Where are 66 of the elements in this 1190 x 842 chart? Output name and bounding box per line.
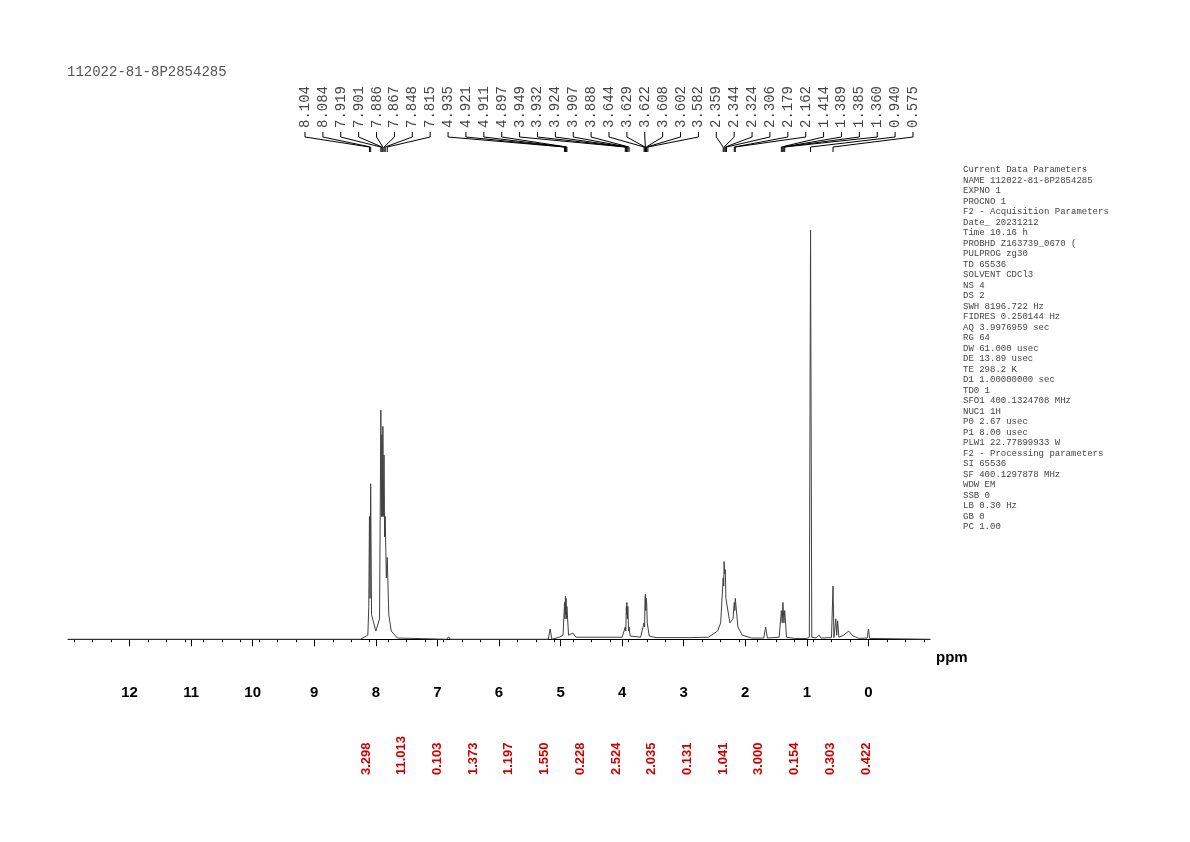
annotation: 0.940 (887, 85, 904, 128)
text: 3.298 (357, 742, 373, 775)
annotation: 7.848 (404, 85, 421, 128)
annotation: 7.867 (386, 85, 403, 128)
annotation: 4.897 (493, 85, 510, 128)
annotation: 4.911 (475, 85, 492, 128)
annotation: 4.935 (440, 85, 457, 128)
text: 0.228 (571, 742, 587, 775)
x-tick-label: 5 (556, 683, 565, 700)
text: 2.035 (643, 742, 659, 775)
annotation: 3.582 (690, 85, 707, 128)
chart-title: 112022-81-8P2854285 (67, 64, 227, 80)
annotation: 7.901 (350, 85, 367, 128)
annotation: 8.104 (297, 85, 313, 128)
x-tick-label: 11 (183, 683, 200, 700)
text: 2.524 (607, 741, 623, 775)
text: 0.103 (428, 742, 444, 775)
annotation: 3.602 (672, 85, 689, 128)
text: 0.154 (786, 741, 802, 775)
text: Current Data Parameters NAME 112022-81-8P2854285 EXPNO 1 PROCNO 1 F2 - Acquisition Parameters Date_ 20231212 Time 10.16 h PROBHD Z163739_0670 ( PULPROG zg30 TD 65536 SOLVENT CDCl3 NS 4 DS 2 SWH 8196.722 Hz FIDRES 0.250144 Hz AQ 3.9976959 sec RG 64 DW 61.000 usec DE 13.89 usec TE 298.2 K D1 1.00000000 sec TD0 1 SFO1 400.1324708 MHz NUC1 1H P0 2.67 usec P1 8.00 usec PLW1 22.77899933 W F2 - Processing parameters SI 65536 SF 400.1297878 MHz WDW EM SSB 0 LB 0.30 Hz GB 0 PC 1.00 (963, 165, 1109, 533)
annotation: 2.162 (797, 85, 814, 128)
text: 11.013 (393, 735, 409, 775)
annotation: 8.084 (314, 85, 331, 128)
text: 1.550 (536, 742, 552, 775)
annotation: 3.622 (636, 85, 653, 128)
annotation: 3.907 (565, 85, 582, 128)
x-tick-label: 8 (371, 683, 381, 700)
x-tick-label: 3 (679, 683, 688, 700)
x-tick-label: 2 (741, 683, 750, 700)
annotation: 7.815 (422, 85, 439, 128)
annotation: 3.924 (547, 85, 564, 128)
annotation: 1.385 (851, 85, 868, 128)
annotation: 2.359 (708, 85, 725, 128)
annotation: 3.888 (583, 85, 600, 128)
x-tick-label: 1 (802, 683, 812, 700)
annotation: 2.306 (761, 85, 778, 128)
annotation: 0.575 (905, 85, 921, 128)
x-axis-title: ppm (936, 648, 968, 666)
text: 0.131 (678, 742, 694, 775)
text: 1.197 (500, 742, 516, 775)
annotation: 2.179 (779, 85, 796, 128)
annotation: 3.949 (511, 85, 528, 128)
x-tick-label: 10 (244, 683, 262, 700)
annotation: 7.886 (368, 85, 385, 128)
x-tick-label: 7 (433, 683, 442, 700)
annotation: 4.921 (457, 85, 474, 128)
text: 0.303 (821, 742, 837, 775)
x-tick-label: 9 (310, 683, 319, 700)
x-tick-label: 12 (121, 683, 138, 700)
text: 1.041 (714, 742, 730, 775)
annotation: 3.608 (654, 85, 671, 128)
annotation: 2.344 (726, 85, 743, 128)
text: 3.000 (750, 742, 766, 775)
text: 0.422 (857, 742, 873, 775)
annotation: 1.414 (815, 85, 832, 128)
annotation: 1.389 (833, 85, 850, 128)
annotation: 3.644 (601, 85, 617, 128)
annotation: 3.932 (529, 85, 546, 128)
annotation: 3.629 (618, 85, 635, 128)
annotation: 2.324 (744, 85, 761, 128)
x-tick-label: 0 (864, 683, 873, 700)
annotation: 7.919 (332, 85, 349, 128)
annotation: 1.360 (869, 85, 886, 128)
text: 1.373 (464, 742, 480, 775)
x-tick-label: 4 (617, 683, 627, 700)
x-tick-label: 6 (494, 683, 504, 700)
